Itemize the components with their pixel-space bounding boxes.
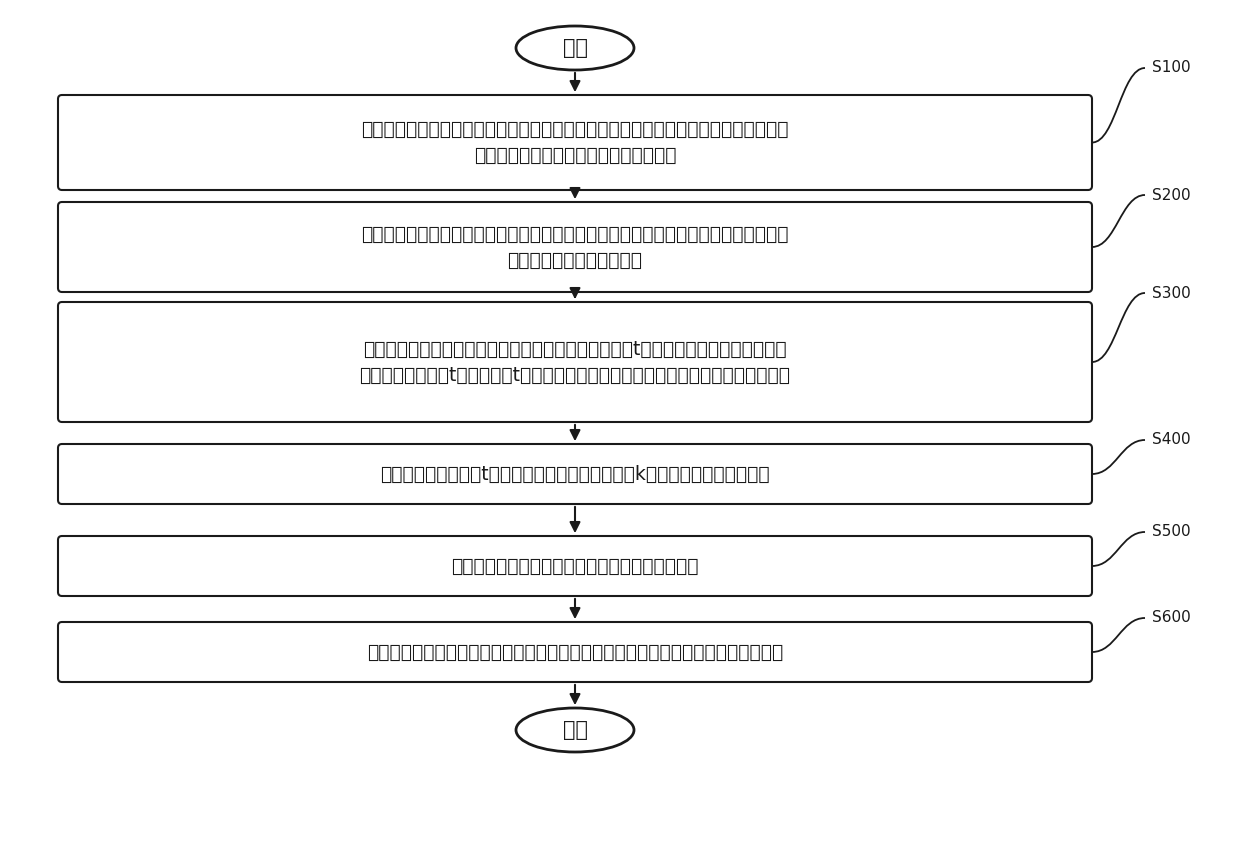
Text: S500: S500 (1152, 524, 1191, 540)
Text: S200: S200 (1152, 188, 1191, 202)
FancyBboxPatch shape (58, 536, 1092, 596)
Text: S100: S100 (1152, 61, 1191, 75)
FancyBboxPatch shape (58, 302, 1092, 422)
Text: 开始: 开始 (563, 38, 587, 58)
FancyBboxPatch shape (58, 444, 1092, 504)
Text: S300: S300 (1152, 285, 1191, 300)
FancyBboxPatch shape (58, 95, 1092, 190)
Text: 一压力传感器的第一检测值: 一压力传感器的第一检测值 (508, 251, 643, 270)
Text: 一压力传感器对第t压力值的第t检测值，使得每一压力传感器检测存储有个第一检测值: 一压力传感器对第t压力值的第t检测值，使得每一压力传感器检测存储有个第一检测值 (359, 366, 790, 385)
Text: S600: S600 (1152, 611, 1191, 625)
Text: 屏幕组件内的显示屏划分为显示区域矩阵: 屏幕组件内的显示屏划分为显示区域矩阵 (473, 146, 676, 165)
FancyBboxPatch shape (58, 622, 1092, 682)
Text: 在显示屏上对应每一显示单元的位置上分别施加具有第t压力值的按压操作，并记录每: 在显示屏上对应每一显示单元的位置上分别施加具有第t压力值的按压操作，并记录每 (363, 339, 787, 358)
Text: 根据函数曲线，计算每一压力传感器的压力检测值: 根据函数曲线，计算每一压力传感器的压力检测值 (451, 556, 699, 575)
Text: 结束: 结束 (563, 720, 587, 740)
FancyBboxPatch shape (58, 202, 1092, 292)
Ellipse shape (515, 26, 634, 70)
Text: 将具有显示屏、设于显示屏上的屏幕盖板、设于屏幕盖板下方的传感器组及支撇壳体的: 将具有显示屏、设于显示屏上的屏幕盖板、设于屏幕盖板下方的传感器组及支撇壳体的 (362, 120, 789, 139)
Ellipse shape (515, 708, 634, 752)
Text: 在显示屏上对应每一显示单元的位置上分别施加具有第一压力值的按压操作，并记录每: 在显示屏上对应每一显示单元的位置上分别施加具有第一压力值的按压操作，并记录每 (362, 225, 789, 244)
Text: S400: S400 (1152, 432, 1191, 447)
Text: 计算函数曲线的反函数，并根据压力传感器的位置，检测按压操作对显示屏的压力值: 计算函数曲线的反函数，并根据压力传感器的位置，检测按压操作对显示屏的压力值 (367, 643, 783, 662)
Text: 根据第一检测值及第t检测值拟合一关于压力值和第k个压力传感器的函数曲线: 根据第一检测值及第t检测值拟合一关于压力值和第k个压力传感器的函数曲线 (380, 465, 769, 484)
